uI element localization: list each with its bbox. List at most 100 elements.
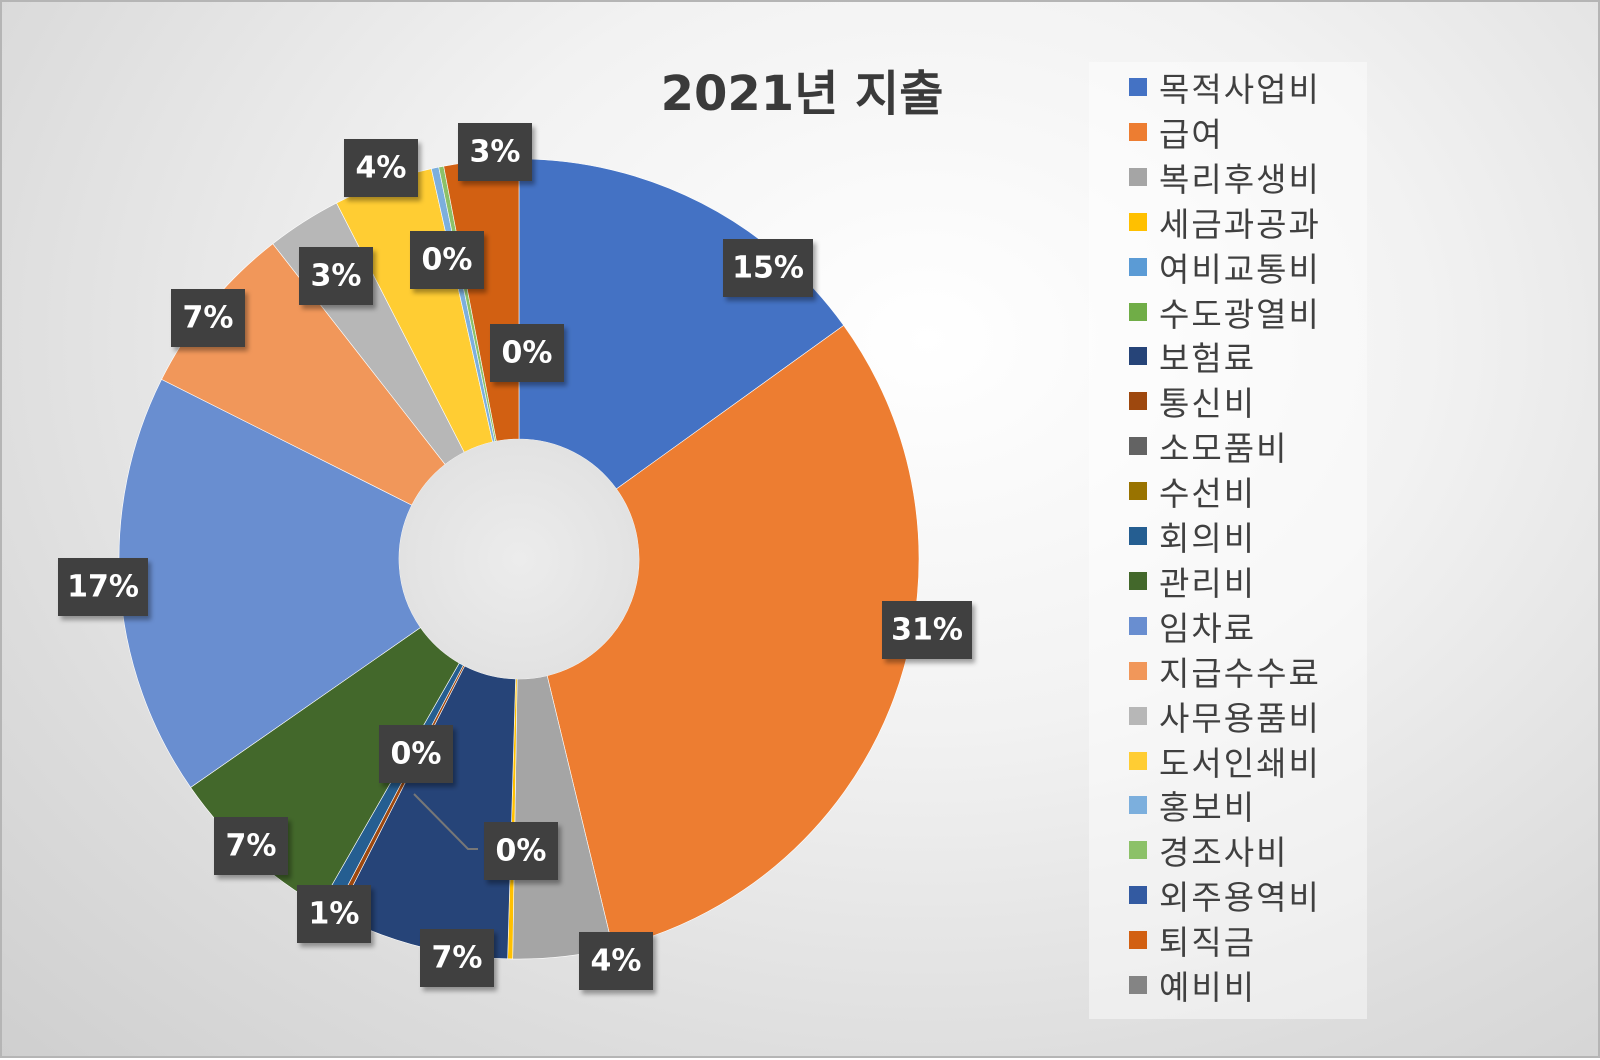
slice-1-data-label-box [723,239,813,297]
legend-swatch-11 [1129,527,1147,545]
slice-2-data-label-box [882,601,972,659]
slice-14-data-label-box [171,289,245,347]
slice-4-data-label: 0% [490,324,564,382]
slice-3-data-label-text: 4% [591,944,642,979]
slice-8-data-label-box [484,822,558,880]
slice-2-data-label-text: 31% [891,613,963,648]
doughnut-hole [399,439,639,679]
slice-8-leader-line [413,793,478,850]
legend-item-12: 관리비 [1129,561,1256,603]
legend-label-10: 수선비 [1159,474,1257,514]
legend-label-13: 임차료 [1159,608,1257,648]
slice-12-data-label-text: 7% [226,829,277,864]
slice-19-data-label-box [379,725,453,783]
legend-item-13: 임차료 [1129,606,1256,648]
legend-swatch-2 [1129,122,1147,141]
legend-label-9: 소모품비 [1159,429,1289,469]
slice-13-data-label-box [58,558,148,616]
slice-1-data-label: 15% [723,239,813,297]
slice-19-data-label-text: 0% [391,737,442,772]
legend-item-3: 복리후생비 [1129,157,1321,199]
legend-item-9: 소모품비 [1129,426,1288,468]
legend-item-11: 회의비 [1129,516,1256,558]
slice-19-data-label: 0% [379,725,453,783]
legend-swatch-5 [1129,257,1147,276]
legend-swatch-4 [1129,212,1147,231]
slice-20-data-label-text: 3% [470,135,521,170]
slice-7-data-label: 7% [420,929,494,987]
slice-3-data-label: 4% [579,932,653,990]
legend-item-10: 수선비 [1129,471,1256,513]
legend-label-4: 세금과공과 [1159,204,1321,244]
slice-2-data-label: 31% [882,601,972,659]
chart-title: 2021년 지출 [660,66,944,122]
slice-20-data-label-box [458,123,532,181]
slice-16-data-label-box [344,139,418,197]
legend-label-18: 경조사비 [1159,833,1289,873]
chart-legend: 목적사업비 급여 복리후생비 세금과공과 여비교통비 수도광열비 보험료 통신비 소모품비 수선비… [1089,62,1367,1019]
slice-12-data-label-box [214,817,288,875]
legend-swatch-6 [1129,302,1147,321]
slice-17-data-label-box [410,231,484,289]
legend-label-21: 예비비 [1159,968,1257,1007]
slice-1-data-label-text: 15% [732,251,804,286]
legend-swatch-3 [1129,167,1147,186]
slice-7-data-label-text: 7% [432,941,483,976]
legend-swatch-7 [1129,347,1147,366]
legend-item-5: 여비교통비 [1129,247,1321,289]
slice-17-data-label-text: 0% [422,243,473,278]
slice-15-data-label-box [299,247,373,305]
legend-swatch-19 [1129,886,1147,905]
slice-14-data-label-text: 7% [183,301,234,336]
legend-item-20: 퇴직금 [1129,920,1256,962]
slice-8-data-label-text: 0% [496,834,547,869]
legend-label-11: 회의비 [1159,519,1257,558]
legend-item-18: 경조사비 [1129,830,1288,872]
legend-item-17: 홍보비 [1129,785,1256,827]
legend-swatch-17 [1129,796,1147,815]
legend-item-19: 외주용역비 [1129,875,1321,917]
legend-swatch-21 [1129,976,1147,994]
slice-17-data-label: 0% [410,231,484,289]
slice-16-data-label-text: 4% [356,151,407,186]
legend-label-3: 복리후생비 [1159,159,1321,199]
legend-item-21: 예비비 [1129,965,1256,1007]
legend-label-8: 통신비 [1159,384,1257,424]
legend-label-17: 홍보비 [1159,788,1257,828]
slice-15-data-label: 3% [299,247,373,305]
legend-item-1: 목적사업비 [1129,67,1321,109]
legend-swatch-9 [1129,437,1147,456]
legend-swatch-1 [1129,78,1147,96]
legend-label-6: 수도광열비 [1159,294,1321,334]
legend-label-16: 도서인쇄비 [1159,743,1321,783]
legend-label-12: 관리비 [1159,563,1257,603]
slice-7-data-label-box [420,929,494,987]
legend-swatch-14 [1129,661,1147,680]
slice-16-data-label: 4% [344,139,418,197]
legend-item-6: 수도광열비 [1129,292,1321,334]
slice-3-data-label-box [579,932,653,990]
legend-swatch-8 [1129,392,1147,411]
legend-label-7: 보험료 [1159,339,1257,379]
slice-11-data-label: 1% [297,885,371,943]
legend-item-16: 도서인쇄비 [1129,741,1321,783]
legend-label-15: 사무용품비 [1159,698,1321,738]
slice-15-data-label-text: 3% [311,259,362,294]
slice-13-data-label-text: 17% [67,570,139,605]
legend-swatch-15 [1129,706,1147,725]
legend-label-1: 목적사업비 [1159,70,1321,109]
legend-swatch-10 [1129,482,1147,501]
slice-12-data-label: 7% [214,817,288,875]
legend-swatch-16 [1129,751,1147,770]
slice-11-data-label-box [297,885,371,943]
legend-item-4: 세금과공과 [1129,202,1321,244]
legend-swatch-20 [1129,931,1147,950]
slice-4-data-label-text: 0% [502,336,553,371]
legend-label-5: 여비교통비 [1159,249,1321,289]
legend-swatch-18 [1129,841,1147,860]
slice-20-data-label: 3% [458,123,532,181]
legend-label-20: 퇴직금 [1159,923,1257,963]
legend-item-7: 보험료 [1129,336,1256,378]
